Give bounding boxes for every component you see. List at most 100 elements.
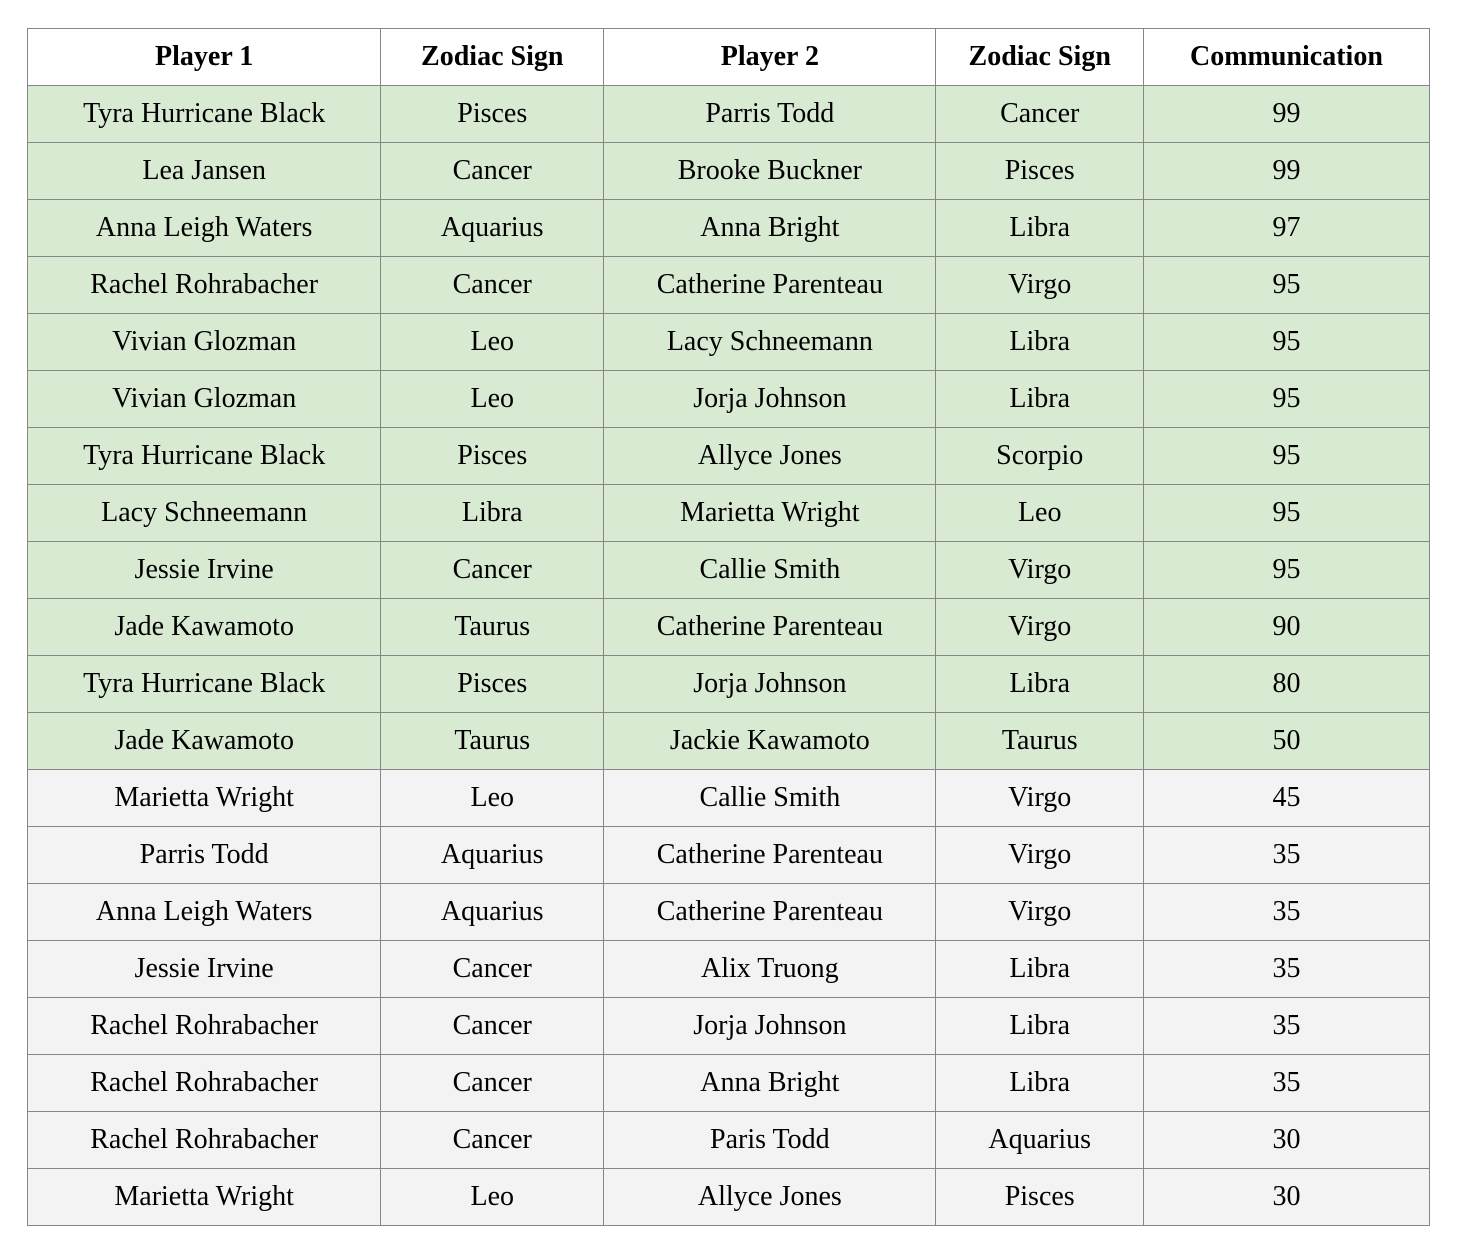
table-cell: Lea Jansen [26, 142, 382, 200]
table-cell: Vivian Glozman [26, 313, 382, 371]
table-cell: Parris Todd [603, 85, 937, 143]
table-cell: 35 [1142, 940, 1431, 998]
table-cell: 95 [1142, 484, 1431, 542]
table-cell: 35 [1142, 1054, 1431, 1112]
table-cell: Leo [380, 1168, 605, 1226]
table-cell: Cancer [380, 142, 605, 200]
table-cell: Brooke Buckner [603, 142, 937, 200]
table-cell: Cancer [380, 940, 605, 998]
table-cell: 95 [1142, 370, 1431, 428]
table-cell: Callie Smith [603, 541, 937, 599]
table-cell: Cancer [380, 1054, 605, 1112]
table-cell: 45 [1142, 769, 1431, 827]
table-cell: Jade Kawamoto [26, 712, 382, 770]
table-cell: Marietta Wright [26, 1168, 382, 1226]
table-cell: 99 [1142, 142, 1431, 200]
table-cell: Marietta Wright [603, 484, 937, 542]
header-row: Player 1 Zodiac Sign Player 2 Zodiac Sig… [26, 28, 1431, 86]
table-cell: Pisces [935, 142, 1144, 200]
table-cell: Lacy Schneemann [603, 313, 937, 371]
table-row: Anna Leigh Waters Aquarius Catherine Paren… [26, 883, 1431, 941]
table-cell: Jade Kawamoto [26, 598, 382, 656]
table-cell: 90 [1142, 598, 1431, 656]
table-cell: Aquarius [380, 199, 605, 257]
table-cell: Tyra Hurricane Black [26, 427, 382, 485]
header-player2: Player 2 [603, 28, 937, 86]
table-cell: Jessie Irvine [26, 541, 382, 599]
table-cell: Parris Todd [26, 826, 382, 884]
table-cell: 95 [1142, 256, 1431, 314]
table-cell: Cancer [380, 541, 605, 599]
table-cell: Jorja Johnson [603, 370, 937, 428]
table-cell: Allyce Jones [603, 1168, 937, 1226]
table-cell: Aquarius [380, 826, 605, 884]
table-cell: Libra [935, 997, 1144, 1055]
table-cell: Virgo [935, 541, 1144, 599]
table-cell: Pisces [380, 655, 605, 713]
table-cell: Marietta Wright [26, 769, 382, 827]
table-cell: Libra [935, 313, 1144, 371]
table-cell: Jorja Johnson [603, 997, 937, 1055]
table-cell: Cancer [935, 85, 1144, 143]
table-row: Tyra Hurricane Black Pisces Parris Todd Can… [26, 85, 1431, 143]
table-cell: Catherine Parenteau [603, 598, 937, 656]
table-cell: Alix Truong [603, 940, 937, 998]
header-zodiac-sign-2: Zodiac Sign [935, 28, 1144, 86]
table-cell: 80 [1142, 655, 1431, 713]
table-cell: Cancer [380, 997, 605, 1055]
table-cell: 50 [1142, 712, 1431, 770]
table-cell: Virgo [935, 826, 1144, 884]
table-cell: 99 [1142, 85, 1431, 143]
table-cell: Virgo [935, 598, 1144, 656]
table-cell: Libra [935, 1054, 1144, 1112]
table-cell: Leo [935, 484, 1144, 542]
table-cell: 35 [1142, 826, 1431, 884]
compatibility-table: Player 1 Zodiac Sign Player 2 Zodiac Sig… [26, 28, 1431, 1226]
table-row: Tyra Hurricane Black Pisces Jorja Johnson L… [26, 655, 1431, 713]
table-cell: Allyce Jones [603, 427, 937, 485]
table-cell: Jackie Kawamoto [603, 712, 937, 770]
table-cell: Virgo [935, 883, 1144, 941]
table-cell: Vivian Glozman [26, 370, 382, 428]
table-row: Rachel Rohrabacher Cancer Paris Todd Aquari… [26, 1111, 1431, 1169]
table-cell: Pisces [380, 85, 605, 143]
table-cell: 35 [1142, 997, 1431, 1055]
table-header: Player 1 Zodiac Sign Player 2 Zodiac Sig… [26, 28, 1431, 86]
table-cell: 95 [1142, 427, 1431, 485]
table-cell: 30 [1142, 1168, 1431, 1226]
table-cell: 97 [1142, 199, 1431, 257]
table-row: Tyra Hurricane Black Pisces Allyce Jones Sc… [26, 427, 1431, 485]
table-cell: Callie Smith [603, 769, 937, 827]
table-cell: Taurus [380, 712, 605, 770]
table-cell: 30 [1142, 1111, 1431, 1169]
table-cell: Libra [935, 370, 1144, 428]
table-cell: Libra [935, 655, 1144, 713]
table-cell: 35 [1142, 883, 1431, 941]
table-cell: Anna Bright [603, 199, 937, 257]
table-cell: Tyra Hurricane Black [26, 655, 382, 713]
table-cell: Jorja Johnson [603, 655, 937, 713]
table-cell: Rachel Rohrabacher [26, 997, 382, 1055]
table-row: Jessie Irvine Cancer Callie Smith Virgo 95 [26, 541, 1431, 599]
table-cell: Rachel Rohrabacher [26, 256, 382, 314]
table-cell: Taurus [935, 712, 1144, 770]
table-cell: Libra [935, 199, 1144, 257]
table-row: Vivian Glozman Leo Jorja Johnson Libra 95 [26, 370, 1431, 428]
table-cell: Aquarius [935, 1111, 1144, 1169]
table-cell: Rachel Rohrabacher [26, 1054, 382, 1112]
table-cell: Libra [935, 940, 1144, 998]
table-cell: Leo [380, 313, 605, 371]
table-row: Rachel Rohrabacher Cancer Anna Bright Libra… [26, 1054, 1431, 1112]
table-row: Jade Kawamoto Taurus Jackie Kawamoto Taurus… [26, 712, 1431, 770]
header-zodiac-sign-1: Zodiac Sign [380, 28, 605, 86]
table-cell: Virgo [935, 769, 1144, 827]
table-cell: Paris Todd [603, 1111, 937, 1169]
table-cell: Scorpio [935, 427, 1144, 485]
header-communication: Communication [1142, 28, 1431, 86]
table-cell: Libra [380, 484, 605, 542]
table-cell: Leo [380, 769, 605, 827]
table-cell: Tyra Hurricane Black [26, 85, 382, 143]
table-cell: Catherine Parenteau [603, 883, 937, 941]
table-cell: Cancer [380, 1111, 605, 1169]
